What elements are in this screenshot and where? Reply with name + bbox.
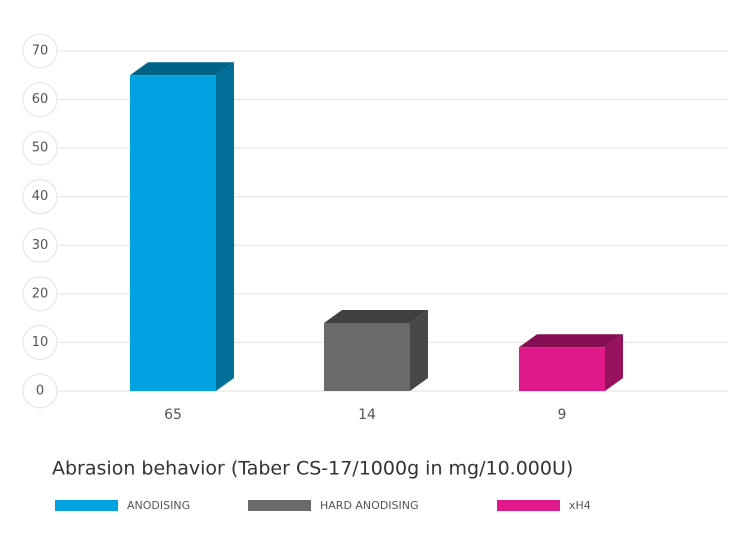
bar-side bbox=[216, 62, 234, 392]
tick-bubble bbox=[22, 82, 58, 118]
bar-top bbox=[324, 310, 428, 323]
legend-label: ANODISING bbox=[127, 499, 190, 512]
legend-swatch bbox=[497, 500, 560, 511]
tick-bubble bbox=[22, 276, 58, 312]
y-tick-label: 30 bbox=[32, 238, 49, 253]
bar-side bbox=[605, 334, 623, 391]
bar-top bbox=[519, 334, 623, 348]
bar bbox=[130, 75, 216, 392]
value-label: 9 bbox=[558, 407, 567, 423]
tick-bubble bbox=[22, 373, 58, 409]
tick-bubble bbox=[22, 130, 58, 166]
tick-bubble bbox=[22, 324, 58, 360]
bar-side bbox=[410, 310, 428, 391]
y-tick-label: 70 bbox=[32, 44, 49, 59]
value-label: 65 bbox=[164, 407, 182, 423]
bar bbox=[324, 323, 410, 391]
legend-swatch bbox=[248, 500, 311, 511]
legend-label: HARD ANODISING bbox=[320, 499, 419, 512]
y-tick-label: 60 bbox=[32, 92, 49, 107]
y-tick-label: 40 bbox=[32, 189, 49, 204]
chart-title: Abrasion behavior (Taber CS-17/1000g in … bbox=[52, 458, 573, 480]
tick-bubble bbox=[22, 179, 58, 215]
tick-bubble bbox=[22, 33, 58, 69]
y-tick-label: 50 bbox=[32, 141, 49, 156]
value-label: 14 bbox=[358, 407, 376, 423]
tick-bubble bbox=[22, 227, 58, 263]
y-tick-label: 10 bbox=[32, 335, 49, 350]
y-tick-label: 20 bbox=[32, 286, 49, 301]
bar-top bbox=[130, 62, 234, 76]
y-tick-label: 0 bbox=[36, 384, 44, 399]
legend-swatch bbox=[55, 500, 118, 511]
bar bbox=[519, 347, 605, 391]
legend-label: xH4 bbox=[569, 499, 591, 512]
